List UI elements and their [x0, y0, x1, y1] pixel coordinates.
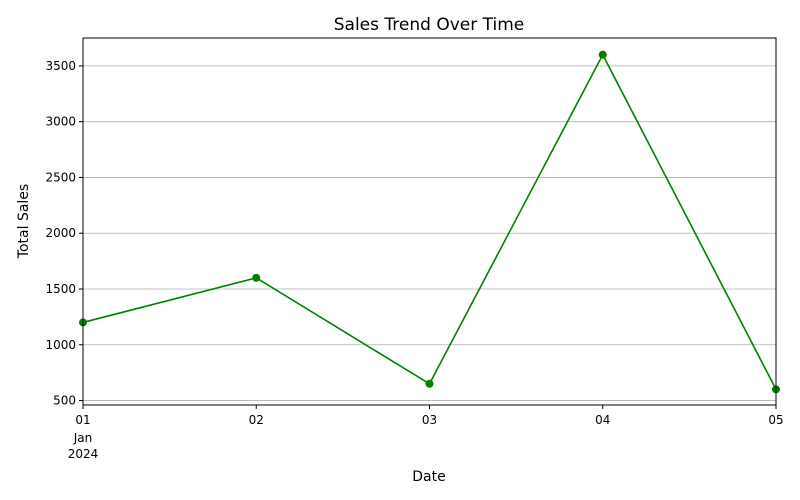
x-tick-sublabel: Jan	[73, 431, 93, 445]
gridlines	[83, 65, 776, 401]
plot-frame	[82, 37, 777, 406]
series-line	[82, 53, 777, 390]
x-tick-label: 02	[249, 413, 264, 427]
x-tick-label: 04	[595, 413, 610, 427]
y-tick-label: 3500	[45, 59, 76, 73]
y-tick-label: 1000	[45, 338, 76, 352]
y-tick-label: 1500	[45, 282, 76, 296]
y-tick-label: 3000	[45, 115, 76, 129]
x-tick-label: 01	[75, 413, 90, 427]
x-tick-sublabel: 2024	[68, 447, 99, 461]
y-axis-ticks: 500 1000 1500 2000 2500 3000 3500	[45, 59, 83, 408]
x-tick-label: 03	[422, 413, 437, 427]
data-point	[425, 379, 434, 388]
x-axis-title: Date	[412, 469, 445, 485]
data-point	[252, 273, 261, 282]
chart-title: Sales Trend Over Time	[334, 15, 524, 35]
series-line-layer	[82, 53, 777, 390]
y-tick-label: 2000	[45, 226, 76, 240]
y-tick-label: 500	[53, 394, 76, 408]
data-point	[598, 50, 607, 59]
x-axis-ticks: 01 02 03 04 05 Jan 2024	[68, 405, 784, 461]
x-tick-label: 05	[768, 413, 783, 427]
y-tick-label: 2500	[45, 170, 76, 184]
data-points	[79, 50, 780, 394]
y-axis-title: Total Sales	[16, 184, 32, 259]
